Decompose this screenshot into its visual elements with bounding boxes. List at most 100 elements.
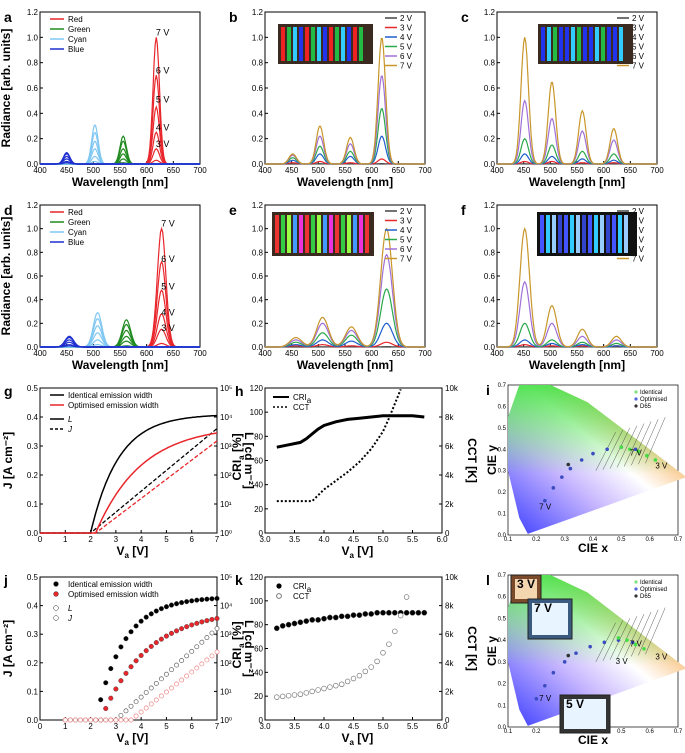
y-tick-label: 0.2 bbox=[27, 135, 39, 144]
j-point bbox=[153, 608, 159, 614]
y-tick-label: 1.0 bbox=[27, 225, 39, 234]
optimised-point bbox=[588, 644, 592, 649]
series-line-5v bbox=[497, 322, 657, 348]
j-point bbox=[148, 611, 154, 617]
x-tick-label: 650 bbox=[392, 166, 406, 175]
x-tick-label: 400 bbox=[490, 166, 504, 175]
panel-l: 0.10.20.30.40.50.60.70.00.10.20.30.40.50… bbox=[485, 572, 685, 747]
j-point bbox=[174, 601, 180, 607]
x-tick-label: 650 bbox=[624, 166, 638, 175]
panel-label: c bbox=[461, 9, 469, 25]
y2-tick-label: 10² bbox=[220, 471, 232, 480]
cie-voltage-label: 3 V bbox=[655, 653, 668, 662]
l-point bbox=[174, 681, 179, 687]
legend-label: 3 V bbox=[400, 24, 413, 33]
optimised-point bbox=[605, 447, 609, 452]
cie-voltage-label: 7 V bbox=[539, 502, 552, 511]
series-line-red bbox=[40, 260, 200, 348]
cri-point bbox=[285, 621, 292, 628]
isotherm-line bbox=[645, 607, 666, 655]
y-tick-label: 120 bbox=[250, 573, 264, 582]
cct-point bbox=[309, 688, 315, 695]
y-axis-label: CRIa [%] bbox=[230, 433, 246, 480]
legend-label: 7 V bbox=[632, 255, 645, 264]
y2-tick-label: 6k bbox=[445, 442, 454, 451]
l-point bbox=[118, 717, 124, 723]
y-tick-label: 1.2 bbox=[27, 201, 39, 210]
inset-stripe bbox=[317, 215, 321, 253]
j-point bbox=[184, 599, 190, 605]
x-tick-label: 3.0 bbox=[259, 535, 271, 544]
l-point bbox=[209, 653, 215, 659]
legend-swatch bbox=[53, 615, 59, 621]
x-axis-label: Va [V] bbox=[342, 544, 374, 560]
y-tick-label: 0.2 bbox=[27, 659, 39, 668]
x-axis-label: Wavelength [nm] bbox=[72, 175, 168, 189]
cri-point bbox=[415, 609, 422, 616]
y2-tick-label: 10⁰ bbox=[220, 529, 232, 538]
y2-tick-label: 4k bbox=[445, 659, 454, 668]
legend-label: 3 V bbox=[632, 24, 645, 33]
inset-stripe bbox=[305, 27, 309, 61]
y-tick-label: 0.5 bbox=[498, 616, 507, 622]
series-line-red bbox=[40, 226, 200, 348]
l-point bbox=[143, 705, 149, 711]
y-tick-label: 0.5 bbox=[27, 573, 39, 582]
cct-point bbox=[315, 687, 321, 693]
l-point bbox=[153, 680, 159, 686]
y-tick-label: 0 bbox=[259, 716, 264, 725]
x-axis-label: Wavelength [nm] bbox=[72, 358, 168, 372]
y-tick-label: 0.4 bbox=[498, 638, 507, 644]
cri-point bbox=[303, 618, 310, 624]
inset-stripe bbox=[553, 27, 557, 61]
cri-curve bbox=[276, 414, 425, 449]
cie-voltage-label: 7 V bbox=[630, 449, 643, 458]
l-point bbox=[199, 639, 205, 645]
l-point bbox=[184, 673, 190, 679]
j-point bbox=[143, 648, 149, 654]
y-tick-label: 80 bbox=[254, 621, 263, 630]
j-point bbox=[214, 615, 220, 621]
y-tick-label: 0.0 bbox=[27, 343, 39, 352]
panel-label: a bbox=[4, 9, 12, 25]
legend-label: CCT bbox=[293, 403, 310, 412]
y-tick-label: 1.0 bbox=[252, 33, 264, 42]
x-tick-label: 500 bbox=[312, 166, 326, 175]
j-point bbox=[123, 670, 129, 676]
legend-label: Blue bbox=[68, 45, 85, 54]
y-tick-label: 0.4 bbox=[252, 296, 264, 305]
x-axis-label: Va [V] bbox=[117, 731, 149, 747]
y-tick-label: 20 bbox=[254, 692, 263, 701]
optimised-point bbox=[551, 670, 556, 675]
optimised-point bbox=[602, 640, 607, 645]
voltage-label: 4 V bbox=[156, 122, 170, 132]
cct-point bbox=[274, 694, 280, 700]
isotherm-line bbox=[616, 425, 638, 468]
j-point bbox=[209, 596, 215, 602]
cri-point bbox=[273, 625, 280, 632]
inset-stripe bbox=[619, 27, 623, 61]
j-point bbox=[209, 616, 215, 622]
legend-label: Red bbox=[68, 208, 83, 217]
l-point bbox=[163, 689, 169, 695]
x-tick-label: 0.5 bbox=[617, 537, 626, 543]
cct-curve bbox=[276, 389, 402, 503]
device-photo-label: 3 V bbox=[517, 577, 535, 591]
series-line-3v bbox=[265, 341, 425, 348]
y-tick-label: 100 bbox=[250, 408, 264, 417]
voltage-label: 6 V bbox=[161, 254, 175, 264]
x-tick-label: 0.7 bbox=[674, 537, 683, 543]
y2-tick-label: 10⁵ bbox=[220, 384, 232, 393]
y2-tick-label: 10k bbox=[445, 384, 459, 393]
y-tick-label: 0.1 bbox=[27, 500, 39, 509]
cri-point bbox=[391, 609, 398, 616]
cri-point bbox=[403, 609, 410, 616]
x-axis-label: Va [V] bbox=[342, 731, 374, 747]
y2-tick-label: 2k bbox=[445, 500, 454, 509]
optimised-point bbox=[579, 458, 584, 462]
x-tick-label: 4.5 bbox=[348, 722, 360, 731]
x-tick-label: 550 bbox=[570, 349, 584, 358]
plot-frame bbox=[39, 576, 218, 721]
voltage-label: 5 V bbox=[156, 94, 170, 104]
j-point bbox=[163, 604, 169, 610]
